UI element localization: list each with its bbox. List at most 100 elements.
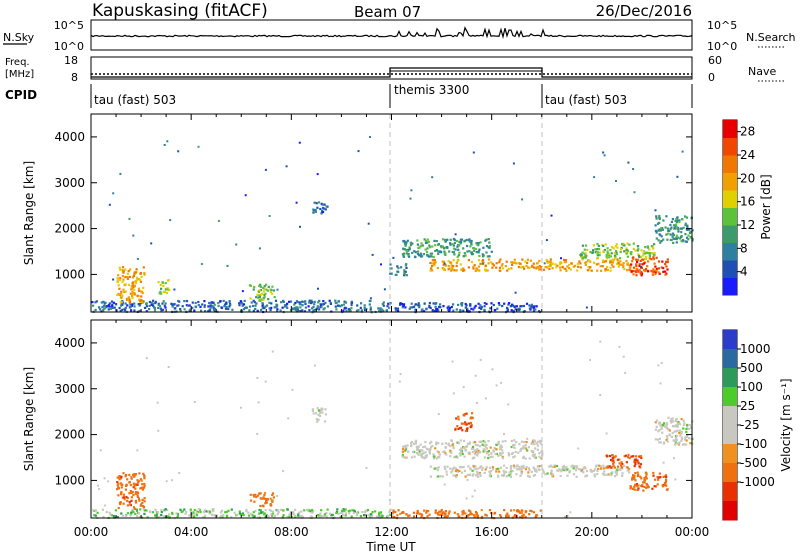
echo-pixel [440,251,443,254]
echo-pixel [658,441,661,444]
echo-pixel [640,477,643,480]
echo-pixel [514,308,517,311]
echo-pixel [656,483,659,486]
echo-pixel [364,509,367,512]
echo-pixel [238,510,241,513]
echo-pixel [217,302,220,305]
echo-pixel [105,305,108,308]
echo-pixel [596,248,599,251]
echo-pixel [259,509,262,512]
echo-pixel [463,240,466,243]
echo-pixel [100,301,103,304]
echo-pixel [280,301,283,304]
echo-pixel [556,469,559,472]
echo-pixel [513,509,516,512]
echo-pixel [468,441,472,444]
echo-pixel [135,508,138,511]
echo-pixel [631,478,634,481]
echo-pixel [276,508,279,512]
echo-pixel [441,475,444,478]
echo-pixel [274,514,277,517]
echo-pixel [271,492,275,495]
echo-pixel [581,469,584,472]
velocity-colorbar-cell [723,368,737,388]
echo-pixel [136,257,139,260]
echo-pixel [638,264,641,267]
echo-pixel [617,265,620,268]
echo-pixel [126,496,129,500]
echo-pixel [402,445,405,448]
echo-pixel [194,305,198,309]
echo-pixel [316,305,319,308]
echo-pixel [474,449,477,452]
echo-pixel [648,252,651,255]
echo-pixel [334,299,337,302]
echo-pixel [311,408,314,411]
echo-pixel [618,468,621,471]
echo-pixel [525,440,528,444]
echo-pixel [259,504,262,508]
echo-pixel [661,431,664,434]
echo-pixel [447,264,450,268]
echo-pixel [98,306,101,309]
echo-pixel [456,441,459,444]
freq-panel [90,56,693,80]
echo-pixel [629,487,632,490]
echo-pixel [395,273,398,276]
echo-pixel [498,470,501,473]
echo-pixel [299,303,302,306]
echo-pixel [261,302,264,305]
echo-pixel [484,441,487,444]
echo-pixel [312,412,315,415]
echo-pixel [225,302,228,305]
echo-pixel [455,261,458,264]
power-colorbar-cell [723,190,737,208]
echo-pixel [685,439,688,442]
freq-right-tick-bottom: 0 [708,71,715,84]
echo-pixel [637,254,641,257]
echo-pixel [655,237,658,240]
echo-pixel [331,513,335,516]
echo-pixel [535,442,538,445]
echo-pixel [363,304,366,307]
echo-pixel [267,298,270,301]
echo-pixel [297,514,300,517]
echo-pixel [448,309,451,312]
echo-pixel [122,502,125,505]
echo-pixel [682,427,685,430]
echo-pixel [672,241,675,244]
echo-pixel [493,447,496,450]
echo-pixel [520,472,523,475]
echo-pixel [470,416,473,419]
noise-left-label: N.Sky [3,31,35,44]
echo-pixel [264,509,267,512]
echo-pixel [637,245,640,248]
echo-pixel [563,467,566,470]
echo-pixel [655,231,658,234]
echo-pixel [126,504,129,507]
echo-pixel [632,242,635,245]
echo-pixel [583,248,586,251]
echo-pixel [197,304,200,307]
echo-pixel [128,301,131,304]
echo-pixel [625,249,628,252]
echo-pixel [289,300,293,303]
echo-pixel [189,508,192,511]
echo-pixel [126,499,129,503]
station-title: Kapuskasing (fitACF) [92,1,268,21]
echo-pixel [660,239,663,243]
echo-pixel [657,430,660,433]
echo-pixel [588,268,591,271]
echo-pixel [235,243,238,246]
echo-pixel [475,402,478,404]
echo-pixel [179,309,182,313]
echo-pixel [350,302,353,305]
echo-pixel [143,273,146,276]
echo-pixel [644,257,648,261]
echo-pixel [348,512,351,515]
echo-pixel [141,301,144,304]
echo-pixel [628,471,631,474]
echo-pixel [344,512,348,515]
echo-pixel [621,463,624,466]
echo-pixel [420,255,423,257]
